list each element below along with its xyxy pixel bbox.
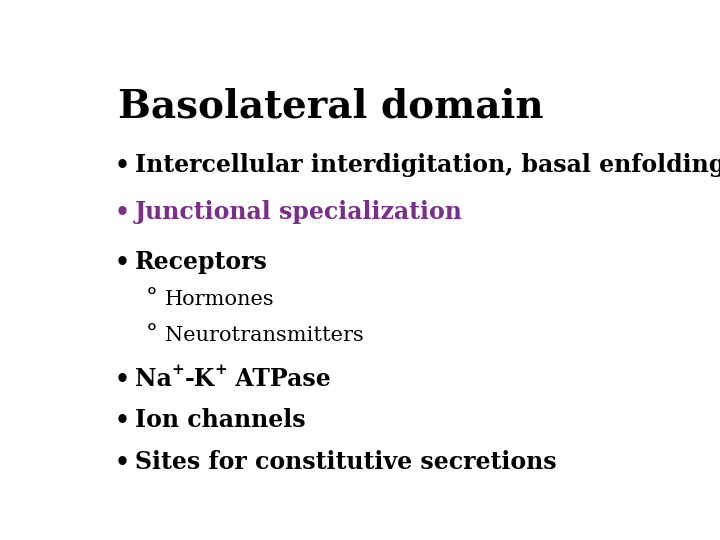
Text: •: • [115,200,130,225]
Text: Junctional specialization: Junctional specialization [135,200,462,225]
Text: -K: -K [184,367,215,391]
Text: Na: Na [135,367,171,391]
Text: Intercellular interdigitation, basal enfoldings: Intercellular interdigitation, basal enf… [135,153,720,177]
Text: Basolateral domain: Basolateral domain [118,87,544,126]
Text: •: • [115,450,130,474]
Text: Receptors: Receptors [135,251,268,274]
Text: •: • [115,153,130,177]
Text: °: ° [145,288,158,311]
Text: •: • [115,408,130,433]
Text: Ion channels: Ion channels [135,408,305,433]
Text: °: ° [145,323,158,347]
Text: +: + [171,362,184,376]
Text: Hormones: Hormones [166,290,275,309]
Text: •: • [115,251,130,274]
Text: •: • [115,367,130,391]
Text: ATPase: ATPase [228,367,331,391]
Text: Sites for constitutive secretions: Sites for constitutive secretions [135,450,557,474]
Text: Neurotransmitters: Neurotransmitters [166,326,364,345]
Text: +: + [215,362,228,376]
